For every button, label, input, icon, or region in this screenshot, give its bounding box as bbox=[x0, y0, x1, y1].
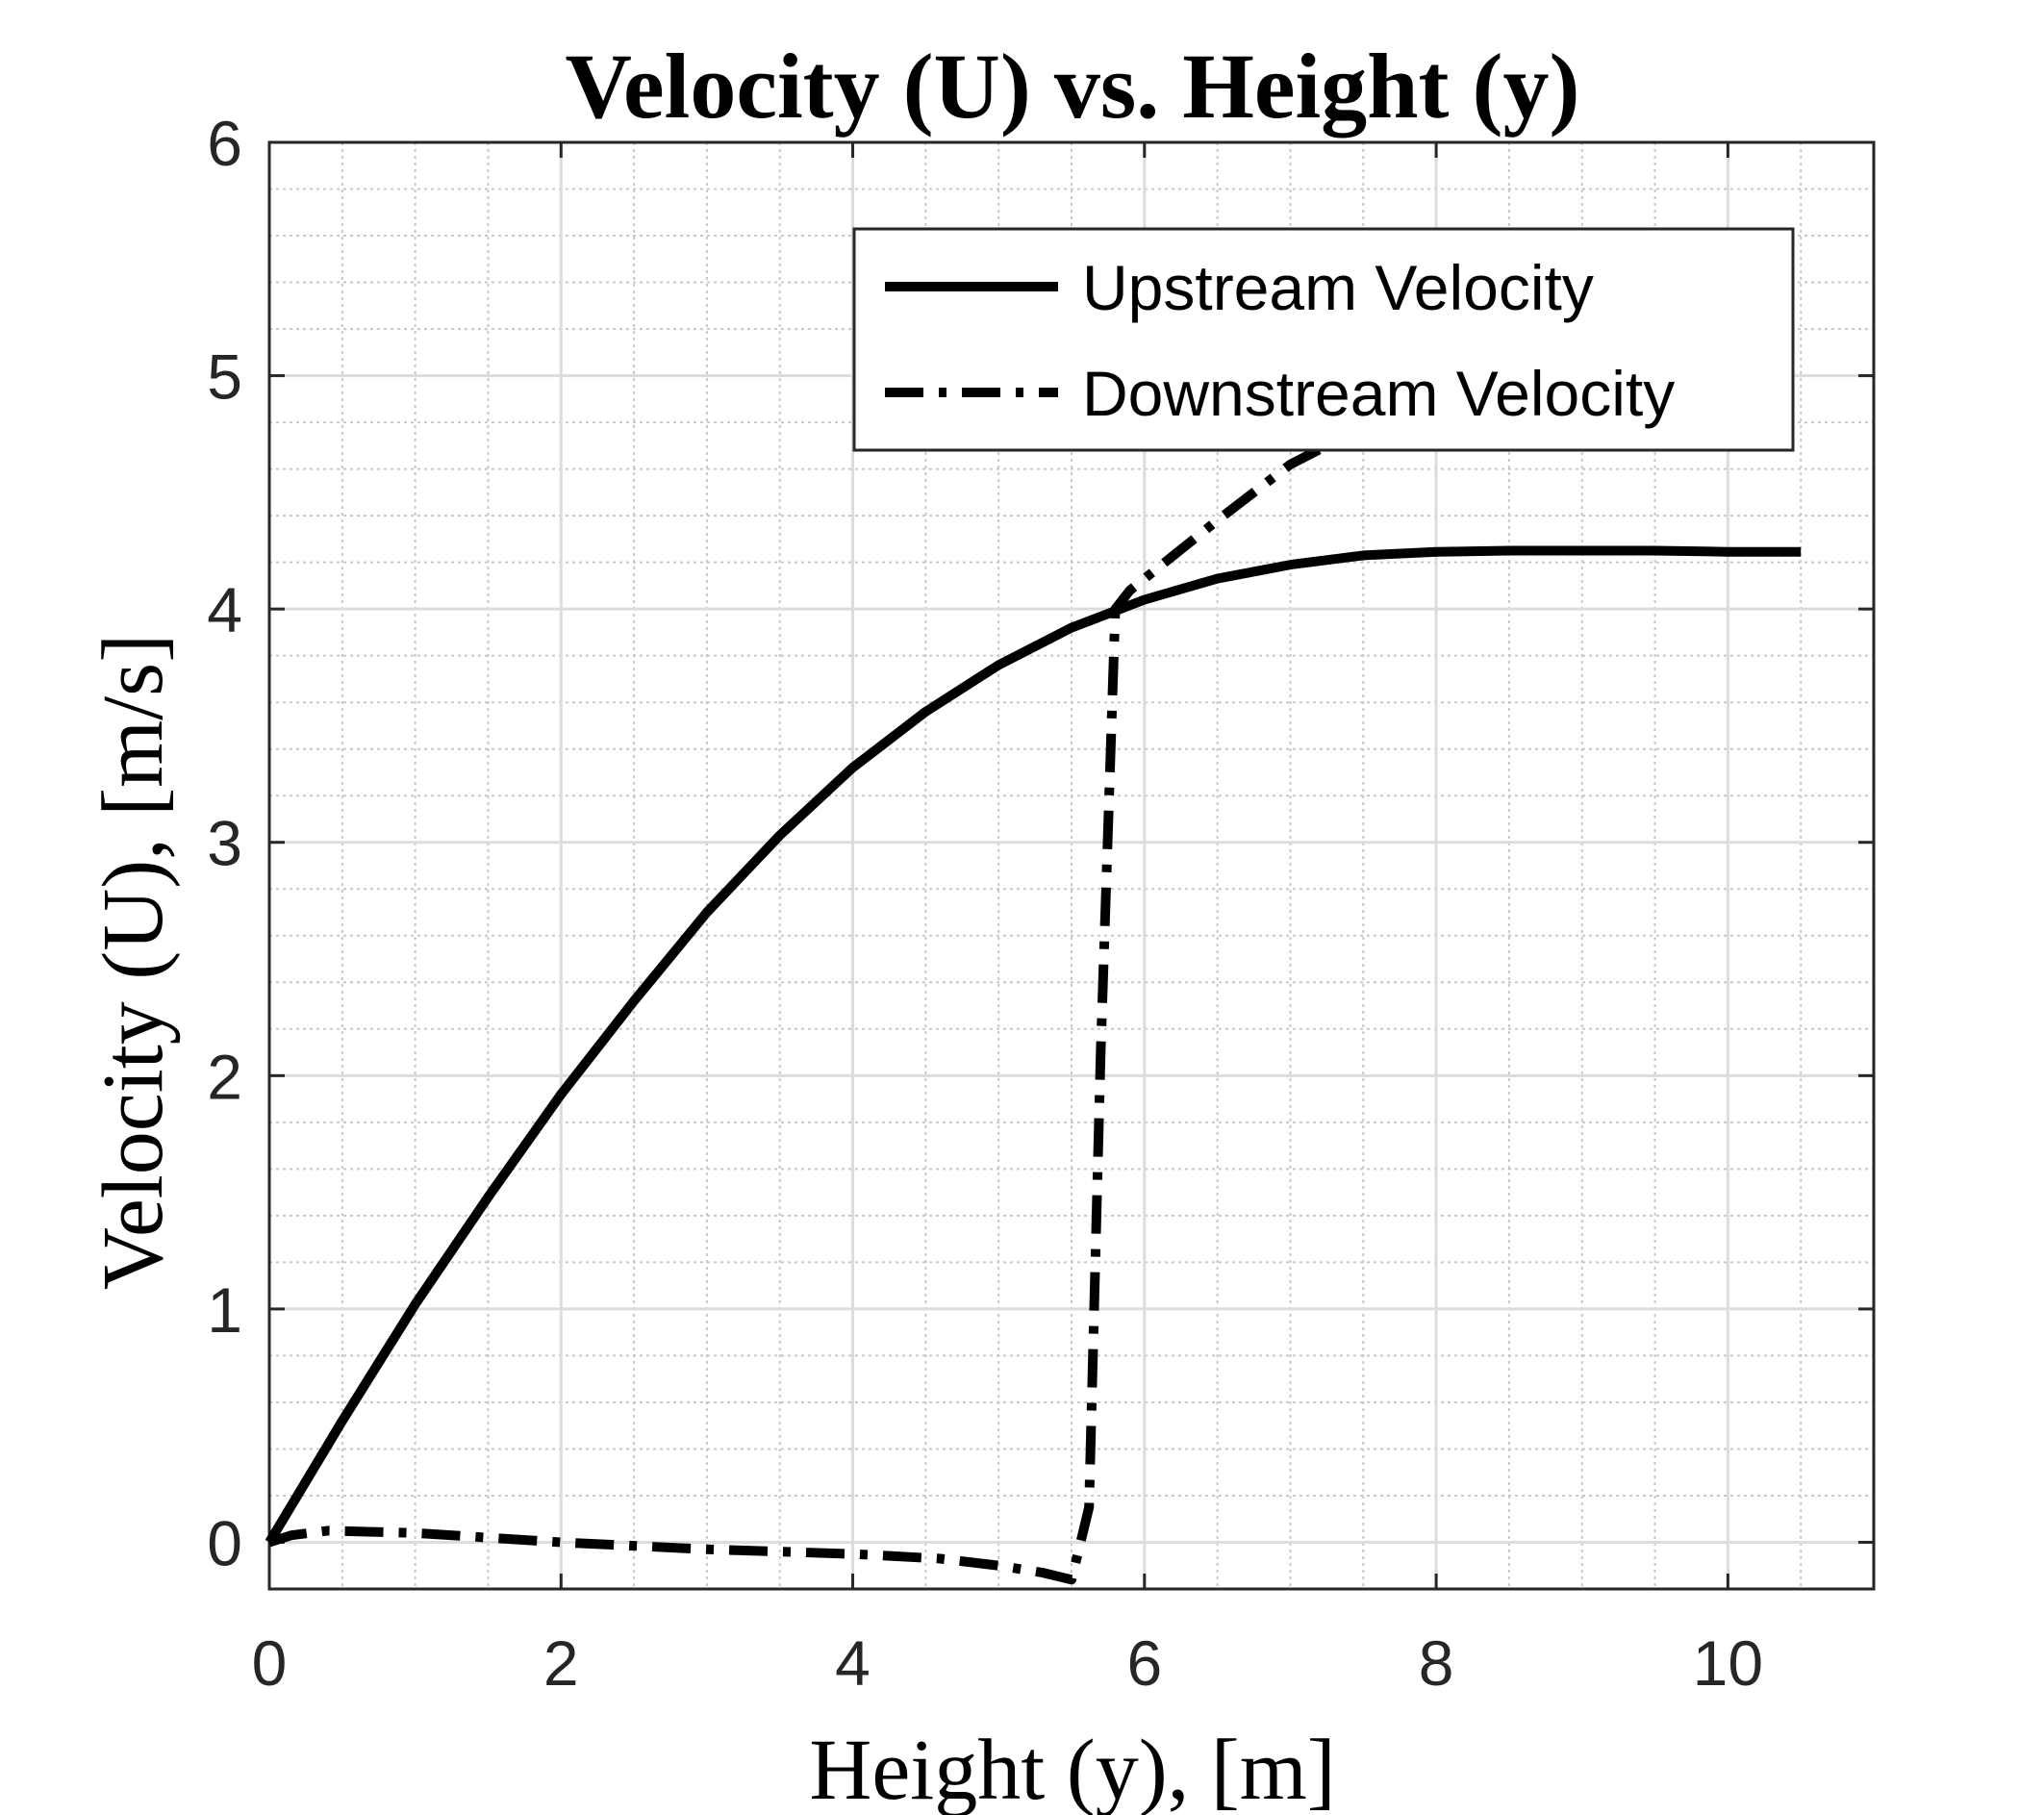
x-tick-label: 10 bbox=[1693, 1627, 1763, 1699]
y-tick-label: 0 bbox=[207, 1507, 242, 1578]
series-line-downstream-velocity bbox=[267, 331, 1802, 1585]
tick-labels: 0 2 4 6 8 10 0 1 2 3 4 5 6 bbox=[207, 108, 1763, 1699]
x-tick-label: 4 bbox=[835, 1627, 871, 1699]
y-tick-label: 2 bbox=[207, 1041, 242, 1112]
series bbox=[265, 331, 1802, 1585]
legend-label-downstream-velocity: Downstream Velocity bbox=[1082, 358, 1675, 429]
chart-title: Velocity (U) vs. Height (y) bbox=[566, 35, 1580, 138]
y-axis-label: Velocity (U), [m/s] bbox=[86, 634, 181, 1290]
x-tick-label: 0 bbox=[252, 1627, 288, 1699]
x-axis-label: Height (y), [m] bbox=[809, 1723, 1335, 1815]
y-tick-label: 1 bbox=[207, 1274, 242, 1346]
y-tick-label: 3 bbox=[207, 808, 242, 879]
axes bbox=[267, 140, 1876, 1591]
legend-box bbox=[852, 227, 1795, 452]
plot-area-frame bbox=[267, 140, 1876, 1591]
y-tick-label: 4 bbox=[207, 574, 242, 645]
y-tick-label: 6 bbox=[207, 108, 242, 179]
series-line-upstream-velocity bbox=[265, 545, 1802, 1546]
x-tick-label: 6 bbox=[1126, 1627, 1162, 1699]
x-tick-label: 2 bbox=[543, 1627, 579, 1699]
legend-label-upstream-velocity: Upstream Velocity bbox=[1082, 252, 1594, 323]
y-tick-label: 5 bbox=[207, 341, 242, 413]
legend: Upstream Velocity Downstream Velocity bbox=[852, 227, 1795, 452]
x-tick-label: 8 bbox=[1419, 1627, 1454, 1699]
